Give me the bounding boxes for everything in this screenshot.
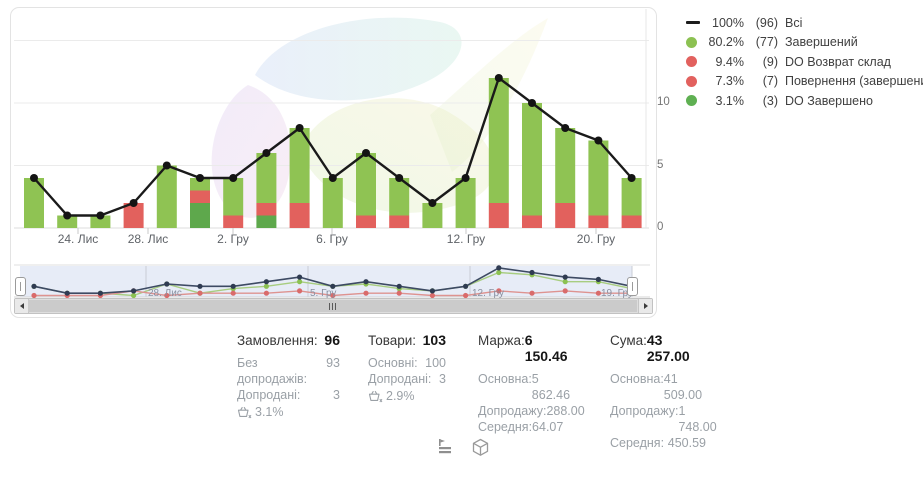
list-view-icon[interactable]	[437, 439, 455, 456]
stat-title-value: 43 257.00	[646, 332, 690, 364]
stat-row: Основні: 100	[368, 356, 446, 370]
legend-label: Завершений	[785, 35, 858, 50]
navigator-right-handle[interactable]	[627, 277, 638, 296]
legend-percent: 100%	[712, 15, 744, 30]
legend-count: (77)	[755, 35, 778, 50]
navigator-left-handle[interactable]	[15, 277, 26, 296]
scroll-right-button[interactable]	[638, 299, 652, 313]
stat-title-label: Товари:	[368, 333, 417, 348]
upsell-rate-value: 3.1%	[255, 405, 284, 419]
legend-label: DO Завершено	[785, 93, 873, 108]
chart-card	[10, 7, 657, 318]
stat-row: Середня: 64.07	[478, 420, 564, 434]
legend-percent: 7.3%	[715, 74, 745, 89]
stat-title-label: Сума:	[610, 333, 647, 348]
navigator-tick-label: 19. Гру	[601, 287, 633, 299]
legend-label: DO Возврат склад	[785, 54, 891, 69]
stat-title-value: 96	[324, 332, 340, 348]
y-tick-label: 0	[657, 221, 664, 233]
chart-scrollbar[interactable]	[14, 298, 653, 314]
stat-title-value: 6 150.46	[524, 332, 568, 364]
basket-x-icon	[368, 390, 383, 402]
upsell-rate: 2.9%	[368, 389, 446, 403]
legend-count: (9)	[762, 54, 778, 69]
package-icon[interactable]	[471, 438, 490, 457]
stat-row: Без допродажів: 93	[237, 356, 340, 386]
x-tick-label: 12. Гру	[446, 232, 486, 246]
stat-title-label: Замовлення:	[237, 333, 318, 348]
x-tick-label: 24. Лис	[57, 232, 99, 246]
scrollbar-thumb[interactable]	[28, 300, 637, 312]
legend-percent: 80.2%	[708, 35, 744, 50]
legend-label: Повернення (завершений)	[785, 74, 923, 89]
stat-column-1: Товари: 103 Основні: 100 Допродані: 3 2.9%	[368, 332, 446, 403]
legend-count: (96)	[755, 15, 778, 30]
left-arrow-icon	[19, 303, 24, 309]
legend: 100% (96) Всі 80.2% (77) Завершений 9.4% (9) DO …	[686, 13, 923, 111]
stat-row: Допродажу: 288.00	[478, 404, 585, 418]
stat-row: Допродані: 3	[237, 388, 340, 402]
legend-item-0[interactable]: 100% (96) Всі	[686, 13, 923, 33]
legend-item-4[interactable]: 3.1% (3) DO Завершено	[686, 91, 923, 111]
legend-label: Всі	[785, 15, 803, 30]
stat-row: Середня: 450.59	[610, 436, 706, 450]
footer-toolbar	[437, 438, 490, 457]
legend-item-3[interactable]: 7.3% (7) Повернення (завершений)	[686, 72, 923, 92]
upsell-rate: 3.1%	[237, 405, 340, 419]
x-tick-label: 20. Гру	[576, 232, 616, 246]
scroll-left-button[interactable]	[15, 299, 29, 313]
legend-count: (7)	[762, 74, 778, 89]
stat-column-3: Сума: 43 257.00 Основна: 41 509.00 Допродажу…	[610, 332, 717, 451]
x-tick-label: 6. Гру	[316, 232, 348, 246]
legend-item-2[interactable]: 9.4% (9) DO Возврат склад	[686, 52, 923, 72]
legend-count: (3)	[762, 93, 778, 108]
stat-row: Допродані: 3	[368, 372, 446, 386]
stat-row: Основна: 41 509.00	[610, 372, 703, 402]
stat-row: Допродажу: 1 748.00	[610, 404, 717, 434]
basket-x-icon	[237, 406, 252, 418]
y-tick-label: 10	[657, 96, 670, 108]
x-tick-label: 2. Гру	[217, 232, 249, 246]
navigator-tick-label: 12. Гру	[472, 287, 504, 299]
navigator-tick-label: 5. Гру	[310, 287, 337, 299]
legend-percent: 3.1%	[715, 93, 745, 108]
stat-title-label: Маржа:	[478, 333, 525, 348]
legend-dot-marker	[686, 95, 702, 107]
legend-line-marker	[686, 21, 702, 25]
navigator-tick-label: 28. Лис	[148, 287, 182, 299]
right-arrow-icon	[643, 303, 648, 309]
x-tick-label: 28. Лис	[127, 232, 169, 246]
upsell-rate-value: 2.9%	[386, 389, 415, 403]
legend-dot-marker	[686, 56, 702, 68]
legend-dot-marker	[686, 36, 702, 48]
stat-column-2: Маржа: 6 150.46 Основна: 5 862.46 Допродажу:…	[478, 332, 585, 435]
stat-row: Основна: 5 862.46	[478, 372, 571, 402]
stat-title-value: 103	[422, 332, 446, 348]
legend-dot-marker	[686, 75, 702, 87]
stat-column-0: Замовлення: 96 Без допродажів: 93 Допродані:…	[237, 332, 340, 419]
legend-percent: 9.4%	[715, 54, 745, 69]
legend-item-1[interactable]: 80.2% (77) Завершений	[686, 33, 923, 53]
y-tick-label: 5	[657, 158, 664, 171]
